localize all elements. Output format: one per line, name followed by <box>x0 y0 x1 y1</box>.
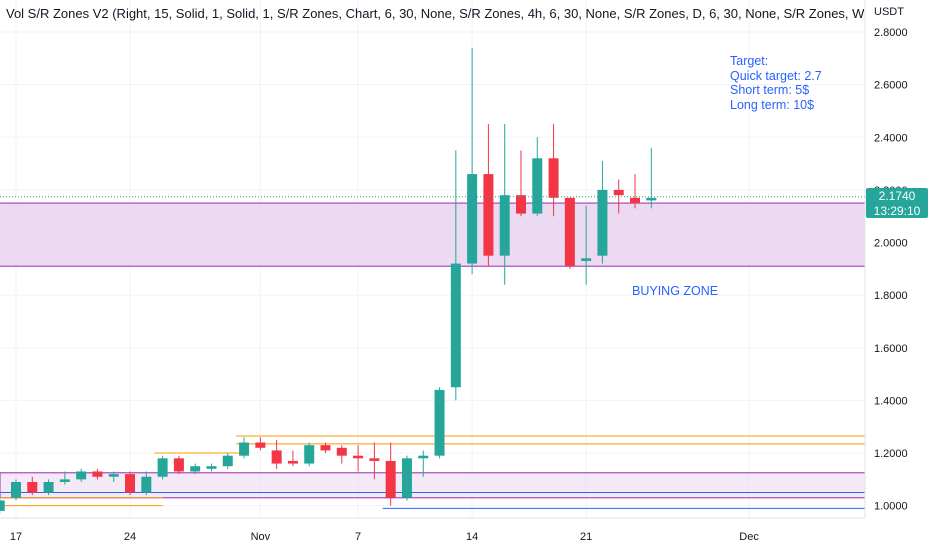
indicator-legend[interactable]: Vol S/R Zones V2 (Right, 15, Solid, 1, S… <box>6 6 864 21</box>
candle-body-down <box>483 174 494 256</box>
buying-zone-rect <box>0 202 866 267</box>
candle-body-down <box>125 474 136 493</box>
candle-body-up <box>597 189 608 256</box>
candle-body-up <box>450 263 461 388</box>
y-tick-label: 1.4000 <box>874 395 908 407</box>
target-notes: Target: Quick target: 2.7 Short term: 5$… <box>730 54 822 112</box>
candle-body-down <box>564 197 575 267</box>
candle-body-up <box>581 258 592 261</box>
candle-body-down <box>287 460 298 464</box>
candle-body-down <box>548 158 559 198</box>
y-tick-label: 2.0000 <box>874 238 908 250</box>
candle-body-up <box>59 479 70 482</box>
candle-body-up <box>157 458 168 477</box>
candle-body-up <box>304 445 315 464</box>
y-tick-label: 2.6000 <box>874 80 908 92</box>
target-heading: Target: <box>730 54 769 68</box>
y-tick-label: 1.8000 <box>874 290 908 302</box>
x-tick-label: Dec <box>739 531 759 543</box>
candle-body-down <box>173 458 184 472</box>
x-tick-label: 24 <box>124 531 136 543</box>
bar-countdown: 13:29:10 <box>873 204 921 218</box>
y-tick-label: 1.0000 <box>874 501 908 513</box>
y-tick-label: 2.4000 <box>874 132 908 144</box>
candle-body-up <box>222 455 233 467</box>
candle-body-up <box>467 174 478 264</box>
candle-body-up <box>532 158 543 214</box>
long-term-target: Long term: 10$ <box>730 97 815 112</box>
candle-body-down <box>336 447 347 456</box>
candle-body-down <box>353 455 364 459</box>
candle-body-down <box>320 445 331 451</box>
quick-target: Quick target: 2.7 <box>730 68 822 83</box>
candle-body-down <box>255 442 266 448</box>
candle-body-down <box>92 471 103 477</box>
short-term-target: Short term: 5$ <box>730 83 810 97</box>
candle-body-down <box>515 195 526 214</box>
currency-label: USDT <box>874 6 904 18</box>
candle-body-up <box>206 466 217 469</box>
candle-body-up <box>141 476 152 493</box>
last-price-value: 2.1740 <box>878 189 916 203</box>
x-tick-label: 7 <box>355 531 361 543</box>
time-axis[interactable]: 17 24 Nov 7 14 21 Dec <box>10 531 759 543</box>
last-price-tag: 2.1740 13:29:10 <box>866 188 928 218</box>
buying-zone-label: BUYING ZONE <box>632 284 719 298</box>
candle-body-up <box>11 482 21 498</box>
candle-body-up <box>401 458 412 498</box>
y-tick-label: 2.8000 <box>874 27 908 39</box>
x-tick-label: 17 <box>10 531 22 543</box>
candle-body-down <box>27 482 38 493</box>
candle-body-up <box>108 474 119 477</box>
x-tick-label: Nov <box>251 531 271 543</box>
candles <box>0 47 657 514</box>
candle-body-down <box>369 458 380 461</box>
candle-body-down <box>385 460 396 498</box>
x-tick-label: 21 <box>580 531 592 543</box>
candle-body-up <box>239 442 250 456</box>
y-tick-label: 1.2000 <box>874 448 908 460</box>
candle-body-up <box>76 471 87 480</box>
candle-body-up <box>418 455 429 459</box>
x-tick-label: 14 <box>466 531 478 543</box>
candle-body-up <box>499 195 510 256</box>
candle-body-up <box>434 389 445 456</box>
candle-body-up <box>0 500 5 511</box>
candle-body-up <box>43 482 54 493</box>
candle-body-up <box>190 466 201 472</box>
candle-body-down <box>613 189 624 196</box>
candle-body-down <box>630 197 641 204</box>
y-tick-label: 1.6000 <box>874 343 908 355</box>
candle-body-down <box>271 450 282 464</box>
candle-body-up <box>646 197 657 201</box>
